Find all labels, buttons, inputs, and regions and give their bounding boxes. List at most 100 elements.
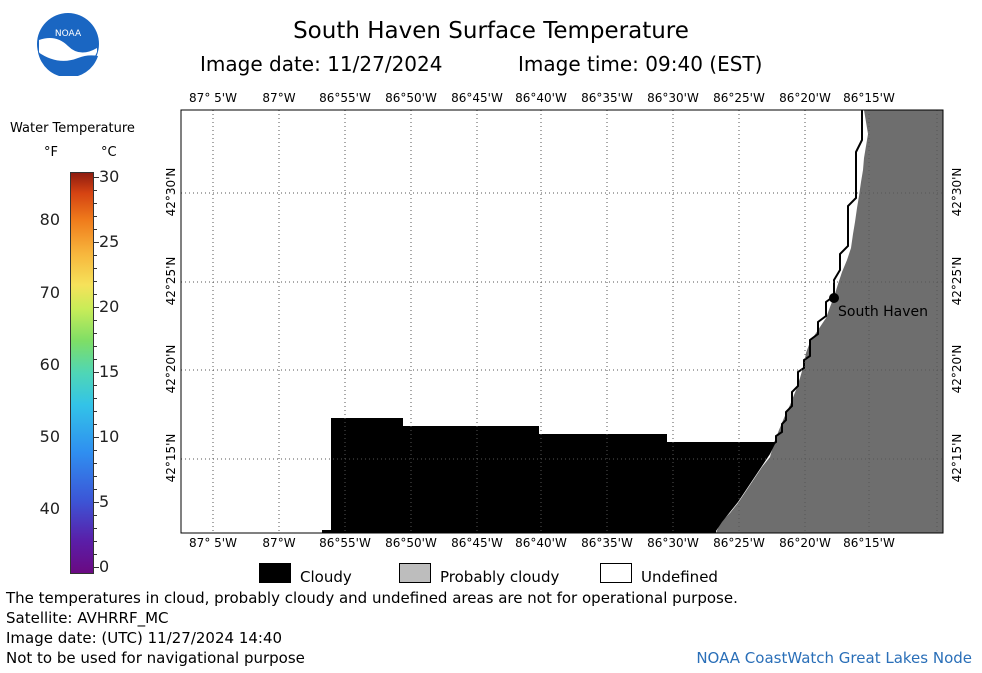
colorbar-tick-mark — [94, 320, 97, 321]
colorbar-tick-mark — [94, 450, 97, 451]
longitude-label-bottom: 87° 5'W — [189, 536, 237, 550]
celsius-tick-label: 20 — [99, 297, 120, 316]
colorbar-tick-mark — [94, 515, 97, 516]
colorbar-tick-mark — [94, 567, 99, 568]
colorbar-title: Water Temperature — [10, 121, 135, 136]
longitude-label-bottom: 87°W — [262, 536, 296, 550]
legend-label-probably-cloudy: Probably cloudy — [440, 568, 560, 586]
colorbar-tick-mark — [94, 255, 97, 256]
longitude-label-bottom: 86°15'W — [843, 536, 895, 550]
footer-utc-date: Image date: (UTC) 11/27/2024 14:40 — [6, 629, 283, 647]
image-time: Image time: 09:40 (EST) — [518, 52, 763, 76]
colorbar-tick-mark — [94, 528, 97, 529]
longitude-label-bottom: 86°50'W — [385, 536, 437, 550]
noaa-logo-text: NOAA — [55, 29, 82, 39]
colorbar-tick-mark — [94, 476, 97, 477]
fahrenheit-tick-label: 50 — [39, 427, 60, 446]
colorbar-tick-mark — [94, 203, 97, 204]
longitude-label-top: 86°45'W — [451, 91, 503, 105]
footer-credit: NOAA CoastWatch Great Lakes Node — [696, 649, 972, 667]
colorbar-tick-mark — [94, 333, 97, 334]
colorbar-tick-mark — [94, 437, 99, 438]
colorbar-tick-mark — [94, 216, 97, 217]
colorbar-tick-mark — [94, 541, 97, 542]
colorbar-tick-mark — [94, 502, 99, 503]
legend-swatch-probably-cloudy — [399, 563, 431, 583]
colorbar-tick-mark — [94, 463, 97, 464]
celsius-tick-label: 30 — [99, 167, 120, 186]
longitude-label-top: 86°50'W — [385, 91, 437, 105]
shoreline — [769, 110, 863, 447]
colorbar-tick-mark — [94, 268, 97, 269]
latitude-label-left: 42°20'N — [164, 344, 178, 394]
longitude-label-top: 86°20'W — [779, 91, 831, 105]
longitude-label-top: 87°W — [262, 91, 296, 105]
celsius-tick-label: 5 — [99, 492, 110, 511]
footer-nav-warning: Not to be used for navigational purpose — [6, 649, 305, 667]
longitude-label-bottom: 86°35'W — [581, 536, 633, 550]
latitude-label-left: 42°15'N — [164, 433, 178, 483]
probably-cloudy-area — [716, 110, 943, 533]
longitude-label-top: 87° 5'W — [189, 91, 237, 105]
colorbar-tick-mark — [94, 190, 97, 191]
image-date: Image date: 11/27/2024 — [200, 52, 443, 76]
longitude-label-top: 86°40'W — [515, 91, 567, 105]
celsius-tick-label: 15 — [99, 362, 120, 381]
longitude-label-top: 86°15'W — [843, 91, 895, 105]
fahrenheit-tick-label: 70 — [39, 282, 60, 302]
celsius-tick-label: 10 — [99, 427, 120, 446]
cloudy-area — [322, 418, 776, 533]
longitude-label-top: 86°35'W — [581, 91, 633, 105]
latitude-label-left: 42°25'N — [164, 256, 178, 306]
colorbar-tick-mark — [94, 294, 97, 295]
footer-disclaimer: The temperatures in cloud, probably clou… — [6, 589, 738, 607]
fahrenheit-tick-label: 40 — [39, 499, 60, 519]
footer-satellite: Satellite: AVHRRF_MC — [6, 609, 169, 627]
unit-fahrenheit: °F — [44, 145, 58, 160]
longitude-label-bottom: 86°25'W — [713, 536, 765, 550]
colorbar-tick-mark — [94, 242, 99, 243]
colorbar-tick-mark — [94, 307, 99, 308]
colorbar-tick-mark — [94, 489, 97, 490]
colorbar-tick-mark — [94, 281, 97, 282]
page-title: South Haven Surface Temperature — [293, 18, 689, 44]
longitude-label-bottom: 86°55'W — [319, 536, 371, 550]
longitude-label-top: 86°55'W — [319, 91, 371, 105]
celsius-tick-label: 25 — [99, 232, 120, 251]
longitude-label-bottom: 86°30'W — [647, 536, 699, 550]
fahrenheit-tick-label: 80 — [39, 210, 60, 230]
legend-swatch-undefined — [600, 563, 632, 583]
longitude-label-top: 86°25'W — [713, 91, 765, 105]
map-frame — [180, 109, 944, 534]
noaa-logo-icon: NOAA — [37, 13, 99, 76]
latitude-label-right: 42°25'N — [950, 256, 964, 306]
colorbar-tick-mark — [94, 229, 97, 230]
legend-label-undefined: Undefined — [641, 568, 718, 586]
unit-celsius: °C — [101, 145, 117, 160]
longitude-label-bottom: 86°40'W — [515, 536, 567, 550]
latitude-label-right: 42°20'N — [950, 344, 964, 394]
longitude-label-bottom: 86°20'W — [779, 536, 831, 550]
longitude-label-top: 86°30'W — [647, 91, 699, 105]
legend-label-cloudy: Cloudy — [300, 568, 352, 586]
colorbar-tick-mark — [94, 385, 97, 386]
colorbar-tick-mark — [94, 554, 97, 555]
colorbar-tick-mark — [94, 424, 97, 425]
colorbar-tick-mark — [94, 359, 97, 360]
colorbar-tick-mark — [94, 346, 97, 347]
colorbar-tick-mark — [94, 398, 97, 399]
legend-swatch-cloudy — [259, 563, 291, 583]
latitude-label-right: 42°30'N — [950, 167, 964, 217]
fahrenheit-tick-label: 60 — [39, 354, 60, 374]
city-marker-icon — [829, 293, 839, 303]
latitude-label-right: 42°15'N — [950, 433, 964, 483]
grid-lines — [181, 110, 943, 533]
temperature-colorbar — [70, 172, 94, 574]
longitude-label-bottom: 86°45'W — [451, 536, 503, 550]
colorbar-tick-mark — [94, 177, 99, 178]
colorbar-tick-mark — [94, 411, 97, 412]
latitude-label-left: 42°30'N — [164, 167, 178, 217]
celsius-tick-label: 0 — [99, 557, 110, 576]
city-label: South Haven — [838, 304, 928, 320]
